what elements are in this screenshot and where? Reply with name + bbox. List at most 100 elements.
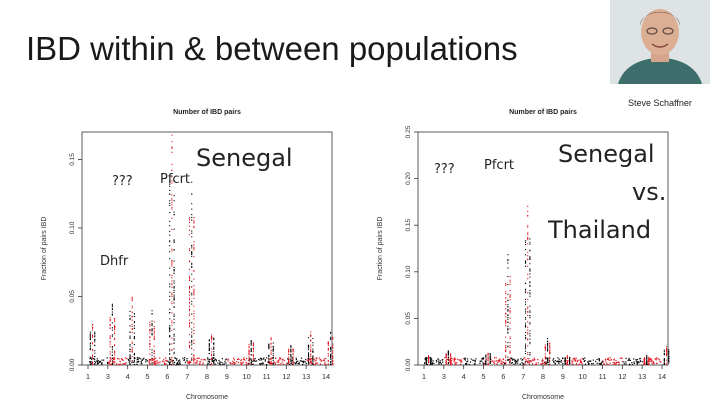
chart-1-x-tick-label: 13 <box>638 372 646 381</box>
chart-0-point <box>113 358 115 360</box>
chart-0-peak-point <box>310 350 312 352</box>
chart-1-peak-point <box>509 276 511 278</box>
chart-1-peak-point <box>505 355 507 357</box>
chart-1-point <box>600 363 602 365</box>
chart-0-point <box>196 358 198 360</box>
chart-0-peak-point <box>129 325 131 327</box>
chart-0-point <box>240 362 242 364</box>
chart-1-point <box>575 357 577 359</box>
chart-1-point <box>655 358 657 360</box>
chart-1-peak-point <box>547 350 549 352</box>
chart-0-peak-point <box>288 358 290 360</box>
chart-1-peak-point <box>450 353 452 355</box>
chart-0-peak-point <box>193 333 195 335</box>
chart-1-peak-point <box>547 344 549 347</box>
chart-0-peak-point <box>188 249 191 252</box>
chart-0-peak-point <box>171 329 173 331</box>
chart-0-peak-point <box>307 349 310 351</box>
chart-0-peak-point <box>191 245 193 247</box>
chart-0-point <box>109 361 111 363</box>
chart-0-point <box>302 361 304 363</box>
chart-0-peak-point <box>250 350 252 353</box>
chart-0-peak-point <box>211 362 213 364</box>
chart-0-peak-point <box>89 348 91 350</box>
chart-0-point <box>217 362 219 364</box>
chart-1-point <box>527 362 529 364</box>
chart-1-peak-point <box>666 359 668 361</box>
chart-1-peak-point <box>527 214 529 217</box>
chart-0-peak-point <box>193 318 195 320</box>
chart-0-peak-chr-7 <box>188 181 195 365</box>
chart-1-point <box>464 359 466 361</box>
chart-0-peak-point <box>250 354 252 356</box>
chart-0-point <box>163 361 165 363</box>
chart-0-point <box>112 362 114 364</box>
chart-0-peak-point <box>307 353 310 355</box>
chart-1-peak-point <box>564 358 566 360</box>
chart-0-point <box>316 362 318 364</box>
chart-1-peak-point <box>648 358 650 360</box>
chart-0-peak-point <box>290 354 292 356</box>
chart-0-peak-point <box>211 341 213 343</box>
chart-1-point <box>566 359 568 362</box>
chart-1-x-tick-label: 4 <box>462 372 466 381</box>
chart-0-peak-point <box>332 356 334 358</box>
chart-0-peak-point <box>188 234 191 236</box>
chart-0-point <box>214 363 216 365</box>
chart-0-point <box>118 358 120 360</box>
chart-0-peak-point <box>312 358 314 360</box>
chart-1-peak-point <box>425 362 427 364</box>
chart-0-peak-point <box>149 353 151 355</box>
chart-1-point <box>502 358 504 361</box>
chart-1-peak-point <box>643 359 646 361</box>
chart-1-point <box>500 362 502 364</box>
chart-1-point <box>572 360 574 362</box>
chart-1-peak-point <box>544 356 546 359</box>
chart-0-point <box>322 359 324 362</box>
chart-0-peak-point <box>193 290 195 293</box>
chart-0-point <box>202 359 204 361</box>
chart-0-peak-point <box>171 363 173 366</box>
chart-1-point <box>522 363 524 365</box>
chart-1-point <box>522 358 524 361</box>
chart-1-point <box>656 357 658 359</box>
chart-0-peak-point <box>332 360 334 362</box>
chart-0-point <box>162 360 164 362</box>
chart-0-peak-point <box>169 200 171 202</box>
chart-0-point <box>307 359 310 361</box>
chart-0-peak-point <box>133 313 135 315</box>
chart-0-peak-point <box>288 353 290 355</box>
chart-1-peak-point <box>549 351 551 353</box>
chart-0-peak-point <box>248 359 250 361</box>
chart-0-peak-point <box>153 321 155 323</box>
chart-0-point <box>211 360 213 362</box>
chart-0-point <box>277 360 279 362</box>
chart-0-peak-point <box>288 350 290 352</box>
chart-0-peak-point <box>211 353 213 355</box>
chart-1-point <box>572 358 574 360</box>
chart-1-peak-point <box>509 351 511 353</box>
chart-1-peak-point <box>527 237 529 239</box>
chart-1-point <box>470 358 472 360</box>
chart-0-peak-point <box>191 303 193 305</box>
chart-1-point <box>528 358 530 360</box>
chart-0-point <box>307 357 309 360</box>
chart-0-peak-point <box>169 335 171 337</box>
chart-0-peak-point <box>268 360 270 362</box>
chart-0-point <box>311 358 313 360</box>
chart-0-peak-point <box>171 194 173 196</box>
chart-1-peak-point <box>564 359 566 362</box>
chart-0-point <box>253 359 255 361</box>
chart-0-peak-point <box>188 287 191 289</box>
chart-1-peak-point <box>524 240 527 242</box>
chart-1-point <box>591 362 593 365</box>
chart-1-point <box>653 363 655 365</box>
chart-1-peak-point <box>527 351 529 353</box>
chart-0-peak-point <box>131 325 133 327</box>
chart-1-peak-point <box>544 362 546 364</box>
chart-0-point <box>117 363 119 365</box>
chart-1-point <box>474 361 476 363</box>
chart-1-peak-point <box>529 281 531 283</box>
chart-0-peak-point <box>173 339 175 341</box>
chart-0-peak-point <box>270 352 272 354</box>
